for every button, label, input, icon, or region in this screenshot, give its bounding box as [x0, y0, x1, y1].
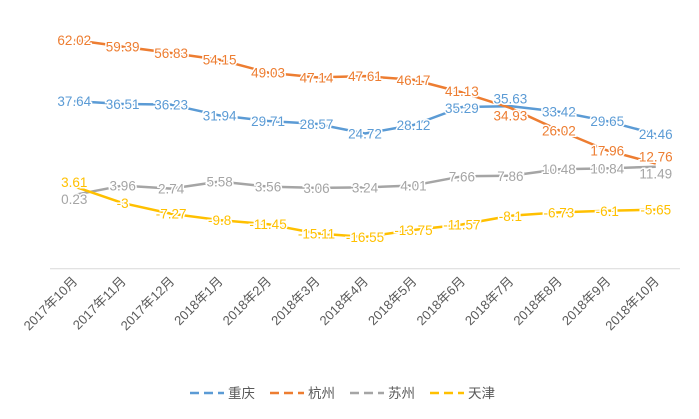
data-label: 3.56: [255, 180, 281, 195]
legend-label: 苏州: [388, 386, 415, 401]
data-label: 36.23: [154, 98, 188, 113]
data-label: 37.64: [57, 94, 91, 109]
data-label: 62.02: [57, 33, 91, 48]
data-label: 3.24: [352, 180, 379, 195]
data-label: 10.48: [542, 162, 576, 177]
data-label: 7.66: [449, 169, 475, 184]
data-label: -15.11: [298, 226, 335, 241]
data-label: -13.75: [394, 223, 432, 238]
data-label: 5.58: [206, 175, 232, 190]
x-tick-label: 2018年3月: [268, 274, 323, 329]
data-label: 11.49: [639, 167, 672, 182]
data-label: 33.42: [542, 105, 576, 120]
x-tick-label: 2018年8月: [510, 274, 565, 329]
x-tick-label: 2018年6月: [413, 274, 468, 329]
data-label: 12.76: [639, 150, 673, 165]
data-label: 4.01: [400, 178, 426, 193]
data-label: 7.86: [497, 169, 523, 184]
series-line-杭州: [74, 38, 657, 165]
data-label: 24.72: [348, 127, 382, 142]
data-label: 31.94: [203, 108, 237, 123]
data-label: 47.61: [348, 69, 382, 84]
data-label: 34.93: [493, 109, 527, 124]
data-label: -7.27: [156, 207, 187, 222]
data-label: -11.45: [249, 217, 286, 232]
series-line-天津: [73, 185, 656, 239]
data-label: 54.15: [203, 53, 237, 68]
data-label: 3.06: [303, 181, 329, 196]
data-label: 56.83: [154, 46, 188, 61]
data-label: -16.55: [346, 230, 384, 245]
legend-label: 重庆: [228, 386, 255, 401]
series-line-重庆: [74, 99, 657, 136]
data-label: 28.57: [300, 117, 334, 132]
data-label: 28.12: [397, 118, 431, 133]
data-label: 35.63: [493, 92, 527, 107]
data-label: -11.57: [443, 218, 480, 233]
x-tick-label: 2018年1月: [171, 274, 226, 329]
data-label: 35.29: [445, 101, 479, 116]
data-label: 36.51: [106, 97, 140, 112]
data-label: -3: [117, 196, 129, 211]
data-label: 41.13: [445, 84, 479, 99]
data-label: -6.73: [543, 205, 574, 220]
data-label: 3.61: [61, 175, 87, 190]
x-tick-label: 2018年7月: [462, 274, 517, 329]
legend-label: 天津: [468, 386, 495, 401]
data-label: 29.65: [590, 114, 624, 129]
data-label: 49.03: [251, 66, 285, 81]
data-label: 24.46: [639, 127, 673, 142]
data-label: 17.96: [590, 143, 624, 158]
data-label: 46.17: [397, 73, 431, 88]
data-label: 29.71: [251, 114, 285, 129]
data-label: 26.02: [542, 123, 576, 138]
x-tick-label: 2018年2月: [220, 274, 275, 329]
data-label: -9.8: [208, 213, 231, 228]
data-label: -5.65: [640, 203, 671, 218]
legend-label: 杭州: [308, 386, 335, 401]
data-label: 0.23: [61, 192, 87, 207]
data-label: 47.14: [300, 70, 334, 85]
data-label: 2.74: [158, 182, 185, 197]
series-line-苏州: [73, 165, 656, 197]
x-tick-label: 2018年5月: [365, 274, 420, 329]
data-label: -8.1: [499, 209, 522, 224]
data-label: 10.84: [590, 161, 624, 176]
data-label: -6.1: [596, 204, 619, 219]
data-label: 59.39: [106, 40, 140, 55]
x-tick-label: 2018年4月: [317, 274, 372, 329]
data-label: 3.96: [110, 179, 136, 194]
